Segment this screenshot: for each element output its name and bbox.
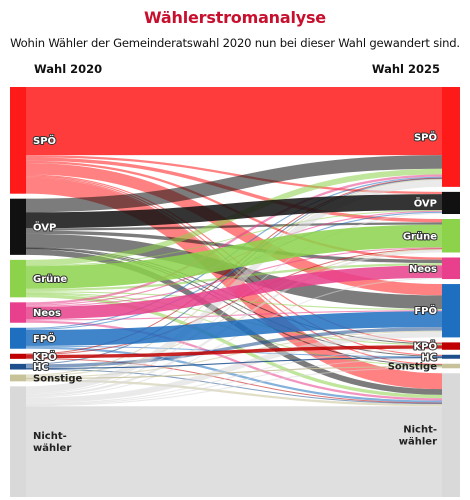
left-node-gruene — [10, 259, 26, 298]
left-label-fpoe: FPÖ — [33, 331, 56, 345]
right-label-sonstige: Sonstige — [388, 362, 438, 373]
right-node-gruene — [442, 219, 460, 253]
flow-nicht-waehler-to-sonstige — [25, 367, 443, 407]
left-node-nicht-waehler — [10, 386, 26, 497]
right-node-oevp — [442, 191, 460, 215]
left-label-nicht-waehler: Nicht-wähler — [33, 431, 71, 454]
right-node-hc — [442, 354, 460, 359]
flow-oevp-to-oevp — [25, 194, 443, 229]
right-column-heading: Wahl 2025 — [371, 62, 440, 76]
right-label-neos: Neos — [409, 264, 437, 275]
chart-subtitle: Wohin Wähler der Gemeinderatswahl 2020 n… — [10, 36, 460, 50]
flow-neos-to-spoe — [25, 174, 443, 305]
flow-neos-to-neos — [25, 265, 443, 320]
right-label-oevp: ÖVP — [414, 195, 437, 209]
right-label-spoe: SPÖ — [414, 129, 437, 143]
left-node-oevp — [10, 198, 26, 255]
flow-nicht-waehler-to-oevp — [25, 212, 443, 395]
flow-nicht-waehler-to-fpoe — [25, 331, 443, 404]
right-node-nicht-waehler — [442, 373, 460, 497]
flow-fpoe-to-fpoe — [25, 311, 443, 346]
flow-gruene-to-oevp — [25, 209, 443, 267]
flow-sonstige-to-fpoe — [25, 330, 443, 378]
flow-spoe-to-fpoe — [25, 163, 443, 296]
left-node-hc — [10, 363, 26, 370]
flow-kpoe-to-gruene — [25, 248, 443, 356]
left-column-heading: Wahl 2020 — [34, 62, 103, 76]
left-label-spoe: SPÖ — [33, 133, 56, 147]
flow-hc-to-spoe — [25, 178, 443, 365]
flow-links — [25, 86, 443, 497]
flow-hc-to-hc — [25, 357, 443, 369]
flow-hc-to-fpoe — [25, 327, 443, 368]
left-label-kpoe: KPÖ — [33, 349, 57, 363]
flow-gruene-to-kpoe — [25, 292, 443, 346]
flow-sonstige-to-gruene — [25, 249, 443, 377]
left-label-oevp: ÖVP — [33, 219, 56, 233]
right-label-nicht-waehler: Nicht-wähler — [399, 425, 437, 448]
flow-nicht-waehler-to-kpoe — [25, 348, 443, 405]
flow-oevp-to-hc — [25, 247, 443, 357]
left-label-sonstige: Sonstige — [33, 373, 83, 384]
left-label-neos: Neos — [33, 308, 61, 319]
flow-gruene-to-gruene — [25, 224, 443, 289]
left-label-hc: HC — [33, 362, 49, 373]
flow-oevp-to-gruene — [25, 222, 443, 231]
right-label-kpoe: KPÖ — [413, 339, 437, 353]
left-node-fpoe — [10, 327, 26, 349]
flow-kpoe-to-kpoe — [25, 345, 443, 359]
left-label-gruene: Grüne — [33, 274, 67, 285]
right-node-spoe — [442, 87, 460, 187]
right-node-sonstige — [442, 363, 460, 369]
right-label-gruene: Grüne — [403, 231, 437, 242]
flow-nicht-waehler-to-hc — [25, 357, 443, 406]
right-node-neos — [442, 257, 460, 280]
right-label-fpoe: FPÖ — [414, 303, 437, 317]
right-label-hc: HC — [421, 352, 437, 363]
party-labels: SPÖÖVPGrüneNeosFPÖKPÖHCSonstigeNicht-wäh… — [32, 128, 438, 454]
flow-neos-to-fpoe — [25, 310, 443, 321]
flow-sonstige-to-sonstige — [25, 366, 443, 380]
left-node-spoe — [10, 87, 26, 194]
right-node-fpoe — [442, 284, 460, 338]
chart-title: Wählerstromanalyse — [144, 8, 326, 27]
left-node-kpoe — [10, 353, 26, 359]
flow-sonstige-to-spoe — [25, 178, 443, 376]
party-nodes — [10, 87, 460, 497]
left-node-sonstige — [10, 374, 26, 382]
left-node-neos — [10, 302, 26, 323]
flow-kpoe-to-nicht-waehler — [25, 358, 443, 404]
flow-neos-to-nicht-waehler — [25, 320, 443, 401]
flow-oevp-to-spoe — [25, 155, 443, 213]
flow-nicht-waehler-to-neos — [25, 277, 443, 398]
right-node-kpoe — [442, 342, 460, 350]
flow-fpoe-to-nicht-waehler — [25, 346, 443, 403]
flow-gruene-to-fpoe — [25, 291, 443, 311]
